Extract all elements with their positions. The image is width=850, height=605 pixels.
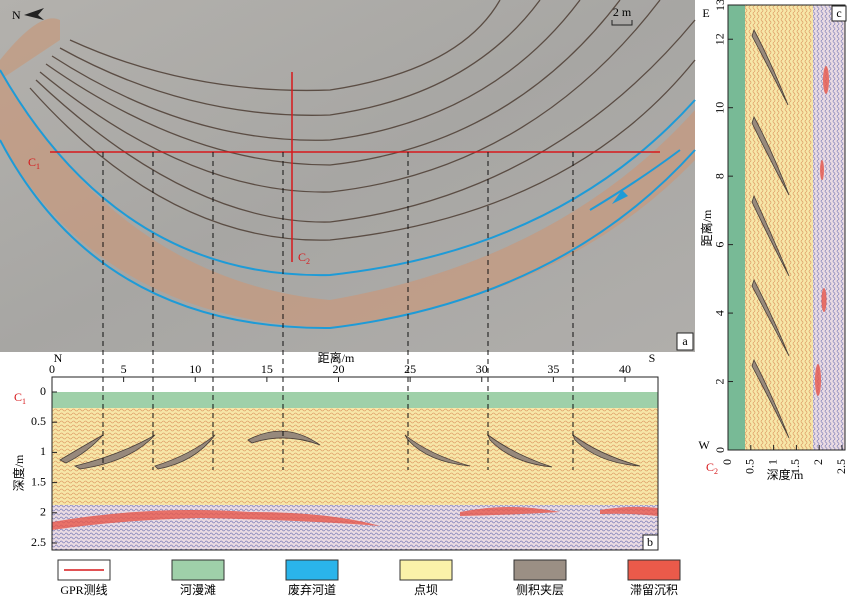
y-tick-label: 0.5 xyxy=(31,414,46,428)
line-label-sub: 1 xyxy=(22,397,26,406)
flow-arrow xyxy=(612,190,628,204)
line-label-sub: 1 xyxy=(36,162,40,171)
channel-fill xyxy=(0,18,60,80)
y-tick-label: 2 xyxy=(713,379,727,385)
panel-label-box xyxy=(642,534,659,551)
end-label: E xyxy=(702,6,709,20)
channel-line xyxy=(0,69,696,277)
legend-label: 点坝 xyxy=(414,583,438,597)
x-tick-label: 0 xyxy=(49,362,55,376)
y-tick-label: 2.5 xyxy=(31,535,46,549)
y-tick-label: 0 xyxy=(40,384,46,398)
line-label-sub: 2 xyxy=(306,257,310,266)
x-tick-label: 0.5 xyxy=(743,459,757,474)
legend-swatch xyxy=(513,559,567,581)
x-tick-label: 35 xyxy=(547,362,559,376)
legend-label: 废弃河道 xyxy=(288,582,336,597)
floodplain xyxy=(52,392,658,408)
axis-title: 深度/m xyxy=(11,454,26,491)
y-tick-label: 1 xyxy=(40,444,46,458)
y-tick-label: 2 xyxy=(40,505,46,519)
panel-label-box xyxy=(676,332,694,351)
channel-line xyxy=(0,139,696,330)
y-tick-label: 1.5 xyxy=(31,474,46,488)
axes-frame xyxy=(51,376,659,551)
line-label: C xyxy=(298,250,306,264)
y-tick-label: 10 xyxy=(713,102,727,114)
floodplain xyxy=(728,5,745,450)
abandoned-channel-fill xyxy=(0,70,695,328)
y-tick-label: 12 xyxy=(713,33,727,45)
panel-label: b xyxy=(647,535,653,549)
point-bar xyxy=(52,408,658,505)
x-tick-label: 20 xyxy=(333,362,345,376)
line-label: C2 xyxy=(298,250,310,266)
panel-a: C1 C2 N 2 m a xyxy=(0,0,696,352)
axes-frame xyxy=(727,4,846,451)
line-label: C xyxy=(28,155,36,169)
line-label: C2 xyxy=(706,460,718,476)
legend-swatch xyxy=(285,559,339,581)
point-bar xyxy=(745,5,813,450)
lag-deposit xyxy=(600,506,658,516)
legend-swatch xyxy=(627,559,681,581)
end-label: N xyxy=(54,351,63,365)
legend-label: GPR测线 xyxy=(60,583,107,597)
north-label: N xyxy=(12,8,21,22)
line-label: C1 xyxy=(14,390,26,406)
lag-deposits xyxy=(815,66,829,396)
legend-label: 滞留沉积 xyxy=(630,583,678,597)
x-tick-label: 15 xyxy=(261,362,273,376)
legend-swatch xyxy=(399,559,453,581)
scale-bar xyxy=(611,20,633,26)
x-tick-label: 1.5 xyxy=(788,459,802,474)
channel-line xyxy=(589,149,681,211)
legend-swatch xyxy=(171,559,225,581)
line-label: C xyxy=(706,460,714,474)
end-label: S xyxy=(649,351,656,365)
y-tick-label: 6 xyxy=(713,242,727,248)
lag-deposit xyxy=(52,509,380,530)
y-tick-label: 13 xyxy=(713,0,727,11)
lateral-accretion-lines xyxy=(29,0,696,241)
interlayers xyxy=(59,430,641,470)
y-tick-label: 0 xyxy=(713,447,727,453)
y-tick-label: 8 xyxy=(713,173,727,179)
x-tick-label: 10 xyxy=(189,362,201,376)
x-tick-label: 2 xyxy=(811,459,825,465)
line-label-sub: 2 xyxy=(714,467,718,476)
legend: GPR测线 河漫滩 废弃河道 点坝 侧积夹层 滞留沉积 xyxy=(57,559,681,597)
axis-title: 距离/m xyxy=(318,350,355,365)
panel-label: c xyxy=(836,6,841,20)
line-label: C xyxy=(14,390,22,404)
x-tick-label: 1 xyxy=(765,459,779,465)
x-tick-label: 0 xyxy=(720,459,734,465)
y-tick-label: 4 xyxy=(713,310,727,316)
x-tick-label: 25 xyxy=(404,362,416,376)
scale-label: 2 m xyxy=(613,5,632,19)
axis-title: 深度/m xyxy=(767,467,804,482)
line-label: C1 xyxy=(28,155,40,171)
x-tick-label: 30 xyxy=(476,362,488,376)
legend-label: 侧积夹层 xyxy=(516,583,564,597)
tie-lines xyxy=(102,152,574,470)
panel-c: 深度/m 距离/m E W C2 c xyxy=(698,4,847,482)
panel-label-box xyxy=(831,5,847,22)
panel-label: a xyxy=(682,334,688,348)
lag-deposit xyxy=(460,507,560,516)
interlayers xyxy=(751,28,790,439)
x-tick-label: 5 xyxy=(121,362,127,376)
x-tick-label: 40 xyxy=(619,362,631,376)
north-arrow xyxy=(24,8,44,20)
legend-label: 河漫滩 xyxy=(180,583,216,597)
end-label: W xyxy=(698,438,710,452)
panel-b: 距离/m N S 深度/m C1 b xyxy=(11,152,659,551)
axis-title: 距离/m xyxy=(699,209,714,246)
x-tick-label: 2.5 xyxy=(834,459,848,474)
